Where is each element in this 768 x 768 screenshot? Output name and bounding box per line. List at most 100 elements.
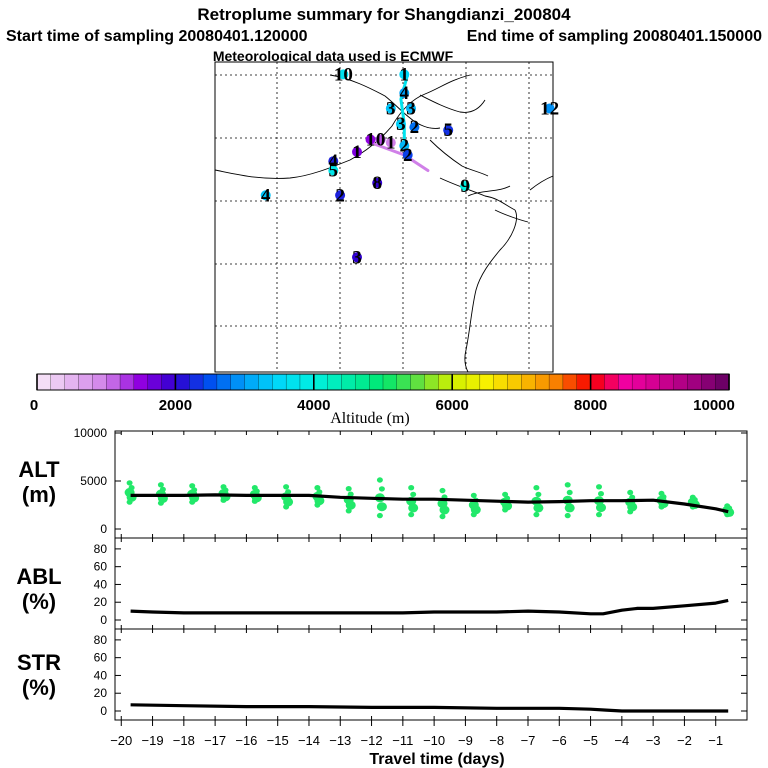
y-tick-label: 0 — [100, 613, 107, 627]
altitude-spread-dot — [220, 484, 227, 490]
altitude-spread-dot — [724, 503, 731, 509]
cluster-dot — [460, 181, 471, 191]
altitude-spread-dot — [314, 485, 321, 491]
map-cluster-marker: 4 — [260, 185, 271, 206]
cluster-label: 3 — [406, 99, 416, 120]
altitude-spread-dot — [345, 486, 352, 492]
colorbar-segment — [285, 373, 301, 391]
altitude-spread-dot — [533, 511, 540, 518]
colorbar-segment — [189, 373, 204, 391]
altitude-spread-dot — [189, 483, 196, 489]
altitude-spread-dot — [564, 482, 571, 488]
alt-panel-plot: 0 5000 10000 — [74, 426, 747, 538]
cluster-label: 1 — [400, 64, 410, 85]
cluster-dot — [338, 69, 349, 80]
cluster-label: 1 — [352, 142, 362, 163]
colorbar-segment — [106, 373, 121, 391]
x-tick-label: −5 — [583, 733, 598, 748]
abl-panel-plot: 0 20 40 60 80 — [94, 538, 747, 629]
colorbar-segment — [535, 373, 550, 391]
cluster-dot — [372, 177, 383, 188]
str-panel-plot: 0 20 40 60 80 — [94, 629, 747, 720]
y-tick-label: 0 — [100, 522, 107, 536]
cluster-dot — [395, 119, 406, 129]
map-cluster-marker: 2 — [399, 136, 410, 157]
cluster-label: 3 — [352, 247, 362, 268]
y-tick-label: 5000 — [80, 474, 107, 488]
coastlines — [214, 74, 554, 373]
map-cluster-marker: 2 — [409, 117, 420, 138]
y-tick-label: 60 — [94, 651, 108, 665]
map-cluster-marker: 3 — [406, 99, 416, 120]
colorbar-segment — [272, 373, 287, 391]
map-cluster-marker: 1 — [352, 142, 362, 163]
altitude-colorbar — [36, 373, 730, 391]
x-tick-label: −2 — [677, 733, 692, 748]
x-tick-label: −9 — [458, 733, 473, 748]
altitude-spread-dot — [439, 487, 446, 494]
colorbar-tick-label: 6000 — [436, 397, 469, 414]
x-tick-label: −8 — [489, 733, 504, 748]
x-tick-label: −18 — [173, 733, 195, 748]
altitude-spread-dot — [596, 511, 602, 518]
map-cluster-marker: 2 — [335, 185, 346, 206]
x-tick-label: −3 — [646, 733, 661, 748]
y-tick-label: 20 — [94, 595, 108, 609]
colorbar-segment — [244, 373, 260, 391]
x-tick-label: −6 — [552, 733, 567, 748]
colorbar-segment — [631, 373, 647, 391]
colorbar-segment — [701, 373, 716, 391]
abl-panel-unit: (%) — [22, 589, 56, 614]
map-cluster-marker: 10 — [334, 64, 353, 85]
cluster-label: 3 — [386, 99, 396, 120]
colorbar-tick-label: 4000 — [297, 397, 330, 414]
altitude-spread-dot — [157, 482, 164, 488]
altitude-spread-dot — [283, 484, 290, 490]
cluster-dot — [328, 165, 339, 176]
x-axis-ticks: −20 −19 −18 −17 −16 −15 −14 −13 −12 −11 −10 −9 −8 −7 −… — [110, 720, 723, 748]
map-cluster-marker: 1 — [365, 130, 376, 151]
colorbar-segment — [50, 373, 66, 391]
cluster-label: 2 — [410, 117, 420, 138]
x-tick-label: −16 — [235, 733, 257, 748]
altitude-spread-dot — [251, 485, 258, 491]
map-cluster-marker: 5 — [443, 120, 454, 141]
chart-title: Retroplume summary for Shangdianzi_20080… — [197, 5, 571, 24]
x-tick-label: −7 — [521, 733, 536, 748]
altitude-spread-dot — [533, 485, 540, 491]
map-cluster-marker: 4 — [399, 83, 410, 104]
trajectory-path-cyan — [399, 72, 410, 151]
colorbar-segment — [465, 373, 481, 391]
colorbar-segment — [327, 373, 343, 391]
y-tick-label: 80 — [94, 633, 108, 647]
colorbar-segment — [175, 373, 190, 391]
colorbar-segment — [147, 373, 163, 391]
altitude-spread-dot — [658, 490, 665, 497]
colorbar-segment — [424, 373, 440, 391]
cluster-label: 8 — [372, 173, 382, 194]
colorbar-segment — [64, 373, 80, 391]
cluster-label: 0 — [376, 130, 386, 151]
str-series-line — [130, 703, 729, 713]
colorbar-segment — [230, 373, 246, 391]
colorbar-segment — [479, 373, 495, 391]
cluster-dot — [352, 146, 362, 157]
altitude-spread-dot — [566, 489, 573, 496]
x-tick-label: −1 — [708, 733, 723, 748]
colorbar-segment — [369, 373, 384, 391]
x-tick-label: −17 — [204, 733, 226, 748]
altitude-spread-dot — [535, 491, 542, 498]
map-cluster-marker: 2 — [402, 145, 413, 166]
x-tick-label: −19 — [142, 733, 164, 748]
map-cluster-marker: 3 — [385, 99, 396, 120]
cluster-label: 5 — [443, 120, 453, 141]
altitude-spread-dot — [316, 489, 323, 495]
cluster-dot — [352, 252, 362, 263]
cluster-dot — [385, 103, 396, 114]
colorbar-segment — [493, 373, 509, 391]
x-tick-label: −4 — [614, 733, 629, 748]
y-tick-label: 60 — [94, 560, 108, 574]
colorbar-segment — [576, 373, 592, 391]
